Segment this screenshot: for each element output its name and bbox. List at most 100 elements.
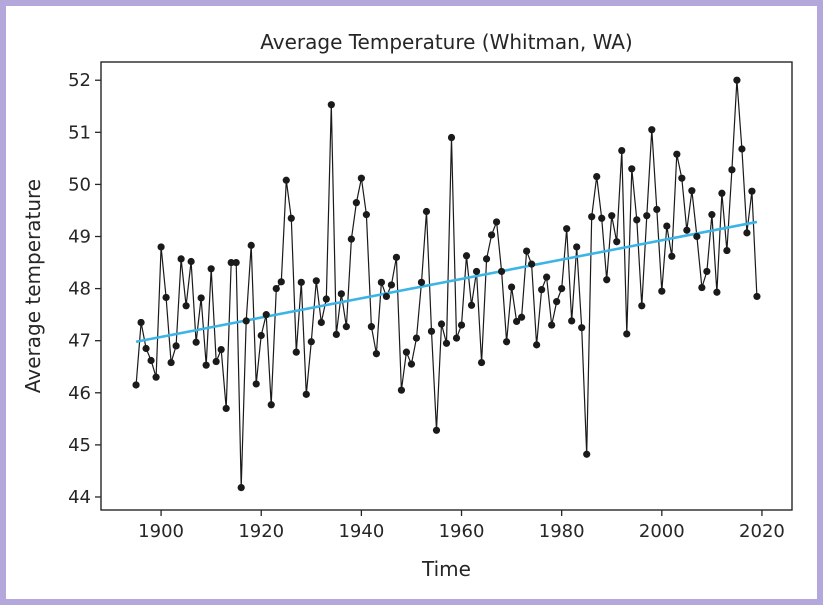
data-point	[683, 226, 691, 234]
data-point	[337, 290, 345, 298]
data-point	[297, 278, 305, 286]
data-point	[322, 295, 330, 303]
data-point	[207, 265, 215, 273]
y-tick-label: 48	[68, 279, 91, 300]
data-point	[332, 330, 340, 339]
data-point	[598, 214, 606, 222]
trend-line	[135, 220, 758, 344]
y-tick-label: 49	[68, 227, 91, 248]
data-point	[583, 450, 591, 458]
data-point	[172, 342, 180, 350]
data-point	[222, 404, 230, 413]
data-point	[387, 281, 396, 289]
data-point	[362, 211, 370, 219]
data-point	[548, 321, 556, 329]
data-point	[352, 199, 360, 207]
data-point	[723, 246, 731, 255]
chart-title: Average Temperature (Whitman, WA)	[260, 30, 632, 54]
data-point	[563, 225, 571, 233]
data-point	[643, 212, 651, 220]
data-point	[452, 334, 461, 342]
data-point	[232, 258, 240, 267]
x-tick-label: 1940	[338, 521, 384, 542]
data-point	[487, 231, 496, 239]
data-point	[502, 338, 511, 346]
data-point	[678, 174, 686, 182]
temperature-series-line	[135, 80, 758, 488]
data-point	[262, 311, 270, 319]
data-point	[442, 339, 451, 347]
data-point	[437, 320, 446, 328]
data-point	[162, 293, 170, 302]
data-point	[137, 318, 145, 327]
data-point	[152, 373, 160, 381]
data-point	[623, 330, 631, 338]
x-tick-label: 2000	[639, 521, 685, 542]
plot-area: 1900 1920 1940 1960 1980 2000 2020 44 45 46 47 48 49…	[68, 61, 793, 542]
data-point	[538, 286, 546, 294]
data-point	[658, 287, 666, 295]
data-point	[738, 145, 746, 153]
data-point	[357, 174, 365, 182]
y-tick-label: 51	[68, 122, 91, 143]
data-point	[703, 267, 711, 276]
data-point	[267, 401, 275, 409]
data-point	[427, 327, 436, 335]
data-point	[157, 243, 165, 251]
data-point	[327, 101, 335, 109]
data-point	[593, 173, 601, 181]
data-point	[432, 426, 441, 434]
x-tick-label: 1900	[138, 521, 184, 542]
data-point	[252, 380, 260, 388]
data-point	[462, 252, 471, 260]
data-point	[247, 241, 255, 249]
data-point	[317, 318, 325, 327]
data-point	[132, 381, 140, 389]
data-point	[457, 321, 466, 329]
data-point	[648, 126, 656, 134]
data-point	[698, 283, 706, 292]
data-point	[272, 285, 280, 293]
data-point	[142, 344, 150, 353]
data-point	[307, 338, 315, 346]
data-point	[417, 278, 426, 286]
data-point	[638, 302, 646, 310]
data-point	[202, 361, 210, 369]
data-point	[292, 348, 300, 356]
data-point	[523, 247, 531, 255]
data-point	[412, 334, 421, 342]
data-point	[397, 386, 406, 394]
data-point	[507, 283, 516, 291]
y-tick-label: 46	[68, 383, 91, 404]
x-tick-label: 1920	[238, 521, 284, 542]
data-point	[347, 235, 355, 243]
data-point	[277, 278, 285, 286]
data-point	[492, 218, 501, 226]
y-tick-label: 44	[68, 487, 91, 508]
chart-frame: Average Temperature (Whitman, WA) Time A…	[6, 6, 817, 599]
data-point	[482, 255, 491, 263]
data-point	[668, 252, 676, 260]
data-point	[447, 133, 456, 142]
data-point	[402, 348, 411, 356]
data-point	[748, 187, 756, 195]
data-point	[663, 222, 671, 230]
data-point	[518, 313, 526, 321]
data-point	[733, 76, 741, 84]
data-point	[407, 360, 416, 368]
x-tick-label: 2020	[739, 521, 785, 542]
data-point	[372, 350, 380, 358]
data-point	[578, 324, 586, 332]
data-point	[242, 317, 250, 325]
data-point	[708, 211, 716, 219]
data-point	[613, 238, 621, 246]
data-point	[743, 229, 751, 237]
data-point	[753, 292, 761, 301]
data-point	[618, 146, 626, 155]
data-point	[628, 165, 636, 173]
data-point	[528, 260, 536, 268]
data-point	[673, 150, 681, 158]
data-point	[728, 166, 736, 174]
data-point	[367, 323, 375, 331]
data-point	[568, 317, 576, 325]
